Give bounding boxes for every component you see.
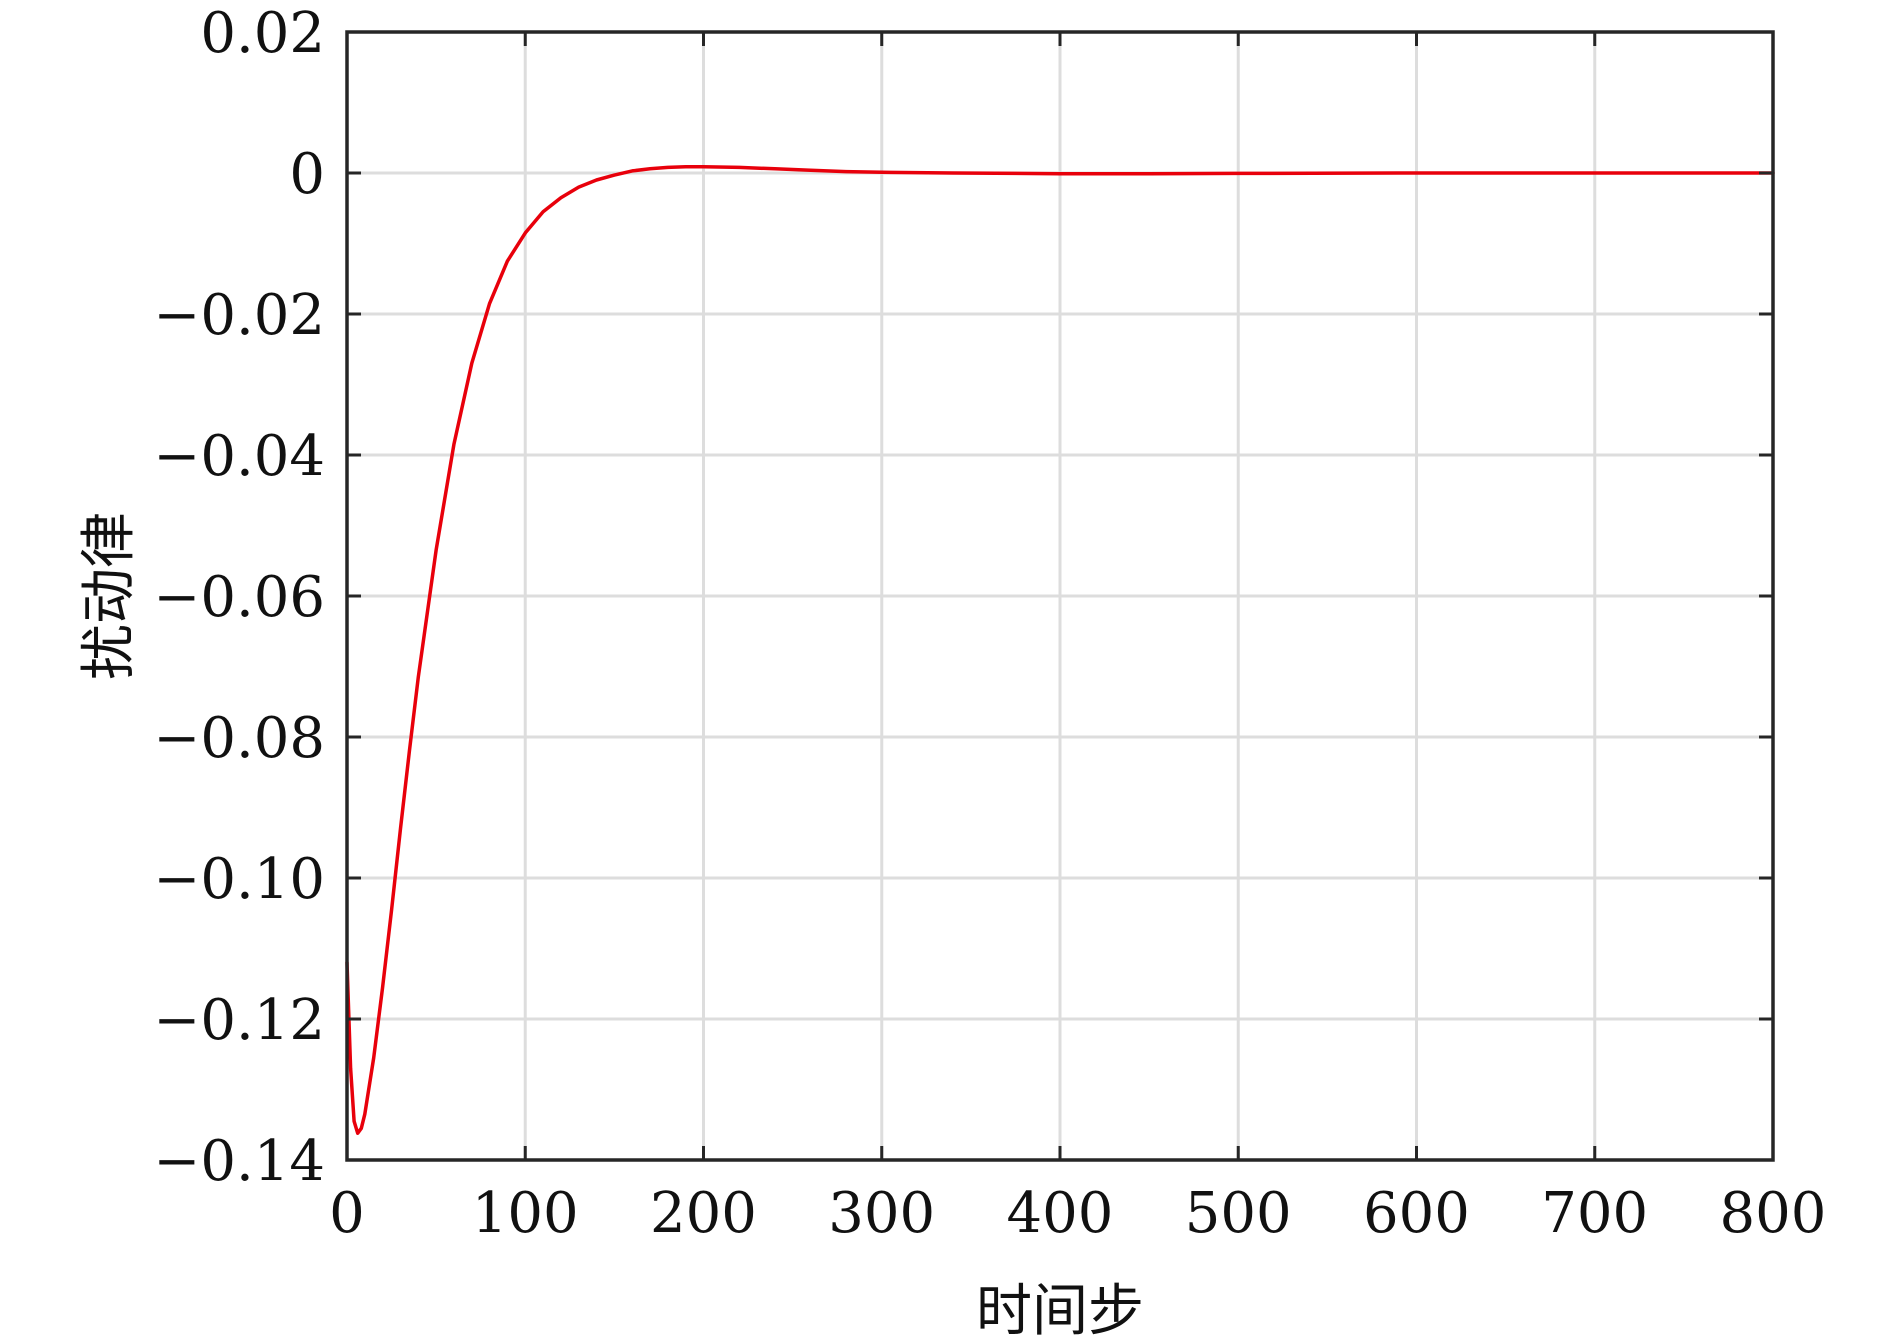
x-tick-label: 200: [650, 1181, 757, 1246]
x-tick-label: 800: [1720, 1181, 1827, 1246]
y-tick-label: −0.12: [153, 988, 325, 1053]
y-tick-label: −0.04: [153, 424, 325, 489]
x-tick-label: 400: [1007, 1181, 1114, 1246]
x-tick-label: 100: [472, 1181, 579, 1246]
y-tick-label: −0.14: [153, 1129, 325, 1194]
y-tick-label: 0.02: [200, 1, 325, 66]
grid: [347, 32, 1773, 1160]
y-tick-label: −0.10: [153, 847, 325, 912]
x-tick-label: 500: [1185, 1181, 1292, 1246]
x-tick-label: 700: [1541, 1181, 1648, 1246]
x-axis-label: 时间步: [976, 1279, 1144, 1338]
x-tick-labels: 0 100 200 300 400 500 600 700 800: [329, 1181, 1826, 1246]
x-tick-label: 300: [828, 1181, 935, 1246]
x-tick-label: 0: [329, 1181, 365, 1246]
series-line: [345, 164, 1775, 1135]
y-tick-label: −0.08: [153, 706, 325, 771]
y-tick-label: −0.02: [153, 283, 325, 348]
series-layer: [345, 164, 1775, 1135]
y-tick-labels: −0.14 −0.12 −0.10 −0.08 −0.06 −0.04 −0.02 0 0.02: [153, 1, 325, 1194]
y-tick-label: −0.06: [153, 565, 325, 630]
tick-marks: [345, 30, 1775, 1162]
y-tick-label: 0: [289, 142, 325, 207]
y-axis-label: 扰动律: [77, 512, 142, 680]
x-tick-label: 600: [1363, 1181, 1470, 1246]
